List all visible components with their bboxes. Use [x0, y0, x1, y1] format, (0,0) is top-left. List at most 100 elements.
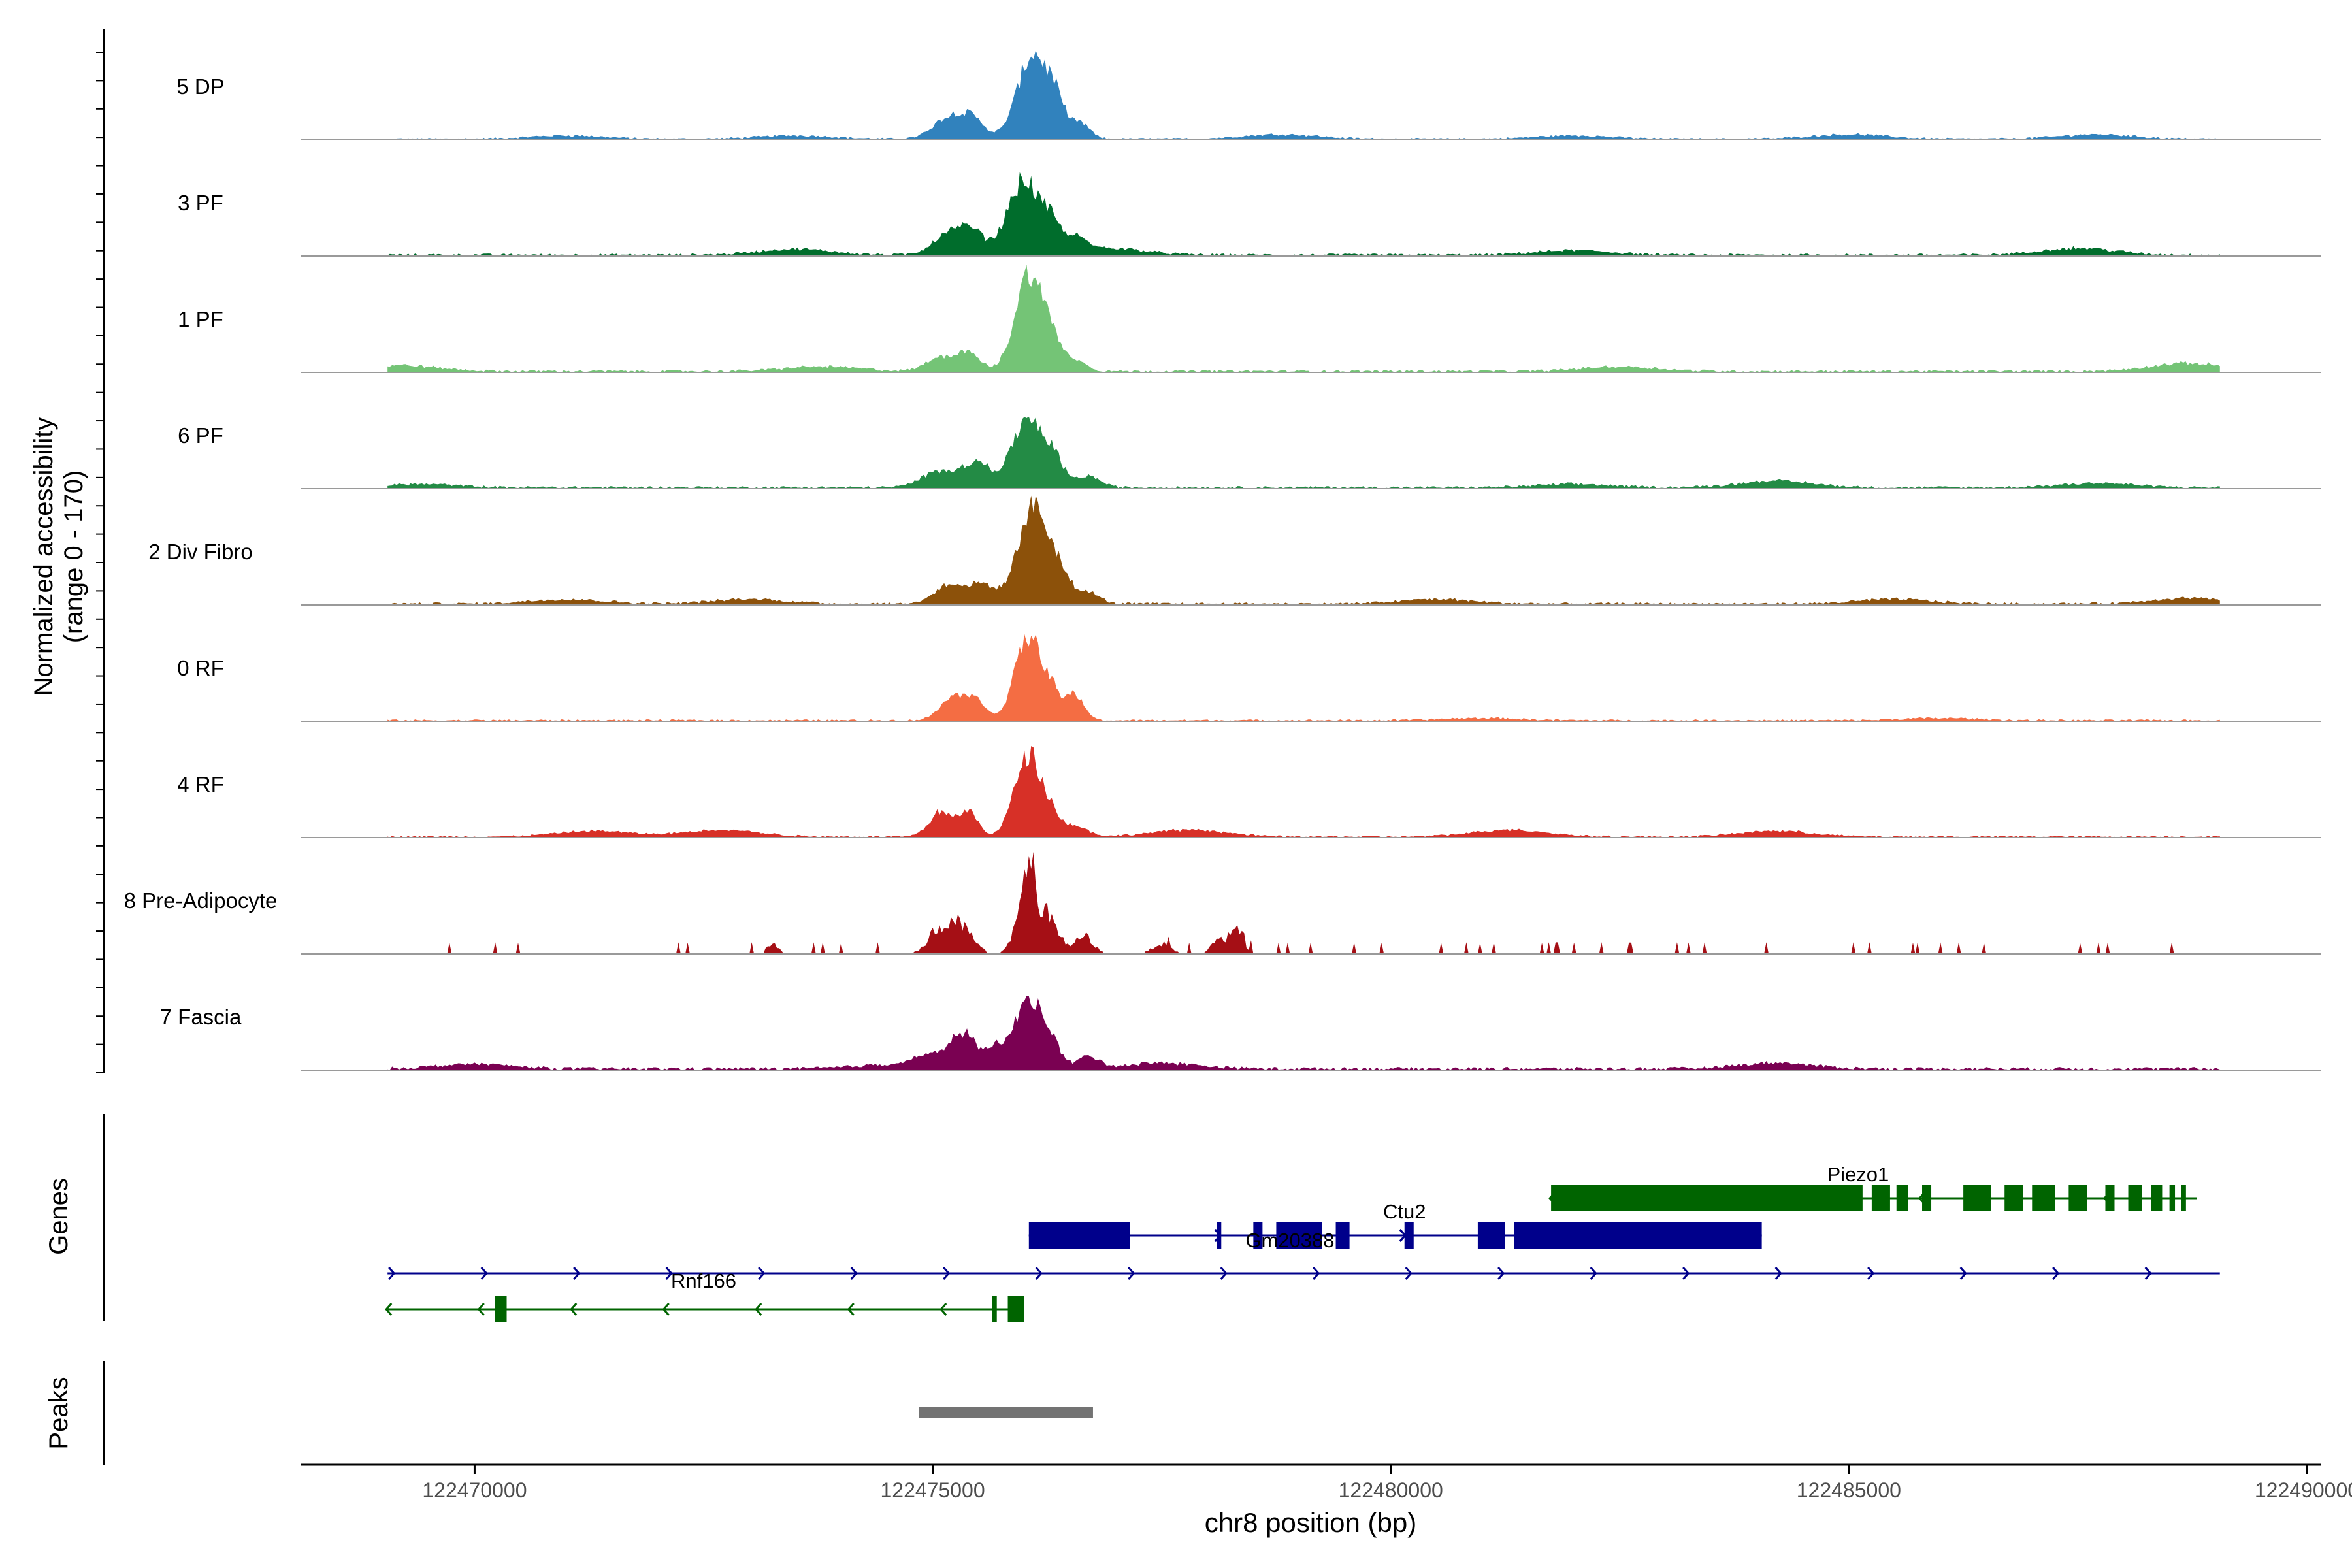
coverage-tracks: 5 DP 3 PF 1 PF 6 PF 2 Div Fibro 0 RF 4 RF 8 Pre…	[124, 50, 2321, 1071]
gene-label: Ctu2	[1383, 1200, 1426, 1223]
x-tick-label: 122475000	[880, 1478, 985, 1502]
strand-arrow	[477, 1303, 485, 1316]
track-1-pf: 1 PF	[178, 264, 2321, 373]
strand-arrow	[1214, 1229, 1222, 1242]
strand-arrow	[850, 1267, 858, 1280]
track-label: 1 PF	[178, 307, 223, 331]
strand-arrow	[570, 1303, 578, 1316]
track-label: 6 PF	[178, 423, 223, 448]
track-label: 5 DP	[176, 74, 224, 99]
strand-arrow	[1959, 1267, 1967, 1280]
coverage-area	[387, 851, 2220, 954]
exon	[2151, 1185, 2163, 1211]
exon	[2128, 1185, 2142, 1211]
strand-arrow	[1128, 1267, 1135, 1280]
strand-arrow	[1492, 1229, 1499, 1242]
track-2-div-fibro: 2 Div Fibro	[148, 495, 2321, 606]
exon	[1551, 1185, 1863, 1211]
x-tick-label: 122490000	[2255, 1478, 2352, 1502]
coverage-area	[387, 746, 2220, 838]
track-label: 2 Div Fibro	[148, 540, 253, 564]
x-tick-label: 122480000	[1339, 1478, 1443, 1502]
peaks-ylabel: Peaks	[44, 1377, 73, 1449]
strand-arrow	[758, 1267, 766, 1280]
coverage-area	[387, 172, 2220, 256]
strand-arrow	[1676, 1229, 1684, 1242]
strand-arrow	[665, 1267, 673, 1280]
strand-arrow	[1682, 1267, 1690, 1280]
strand-arrow	[939, 1303, 947, 1316]
strand-arrow	[755, 1303, 762, 1316]
peaks-track	[919, 1407, 1093, 1418]
x-axis-label: chr8 position (bp)	[1205, 1507, 1417, 1538]
exon	[2004, 1185, 2023, 1211]
exon	[1871, 1185, 1890, 1211]
peak-region	[919, 1407, 1093, 1418]
strand-arrow	[847, 1303, 855, 1316]
strand-arrow	[1313, 1267, 1320, 1280]
exon	[2105, 1185, 2115, 1211]
strand-arrow	[1590, 1267, 1597, 1280]
coverage-area	[387, 495, 2220, 605]
exon	[2032, 1185, 2055, 1211]
axes: 122470000 122475000 122480000 122485000 1224…	[96, 29, 2352, 1502]
strand-arrow	[2144, 1267, 2152, 1280]
track-6-pf: 6 PF	[178, 416, 2321, 489]
strand-arrow	[2052, 1267, 2060, 1280]
strand-arrow	[388, 1267, 396, 1280]
gene-label: Piezo1	[1827, 1163, 1889, 1186]
strand-arrow	[1774, 1267, 1782, 1280]
strand-arrow	[1029, 1229, 1037, 1242]
x-tick-label: 122485000	[1797, 1478, 1901, 1502]
exon	[1007, 1296, 1024, 1322]
track-label: 8 Pre-Adipocyte	[124, 889, 278, 913]
track-label: 4 RF	[177, 772, 224, 796]
strand-arrow	[1399, 1229, 1407, 1242]
track-0-rf: 0 RF	[177, 633, 2321, 722]
gene-unnamed	[385, 1296, 1024, 1322]
exon	[1896, 1185, 1908, 1211]
gene-rnf166: Rnf166	[387, 1267, 2220, 1292]
track-4-rf: 4 RF	[177, 746, 2321, 838]
strand-arrow	[662, 1303, 670, 1316]
strand-arrow	[385, 1303, 393, 1316]
exon	[992, 1296, 997, 1322]
track-8-pre-adipocyte: 8 Pre-Adipocyte	[124, 851, 2321, 955]
genes-ylabel: Genes	[44, 1178, 73, 1255]
strand-arrow	[1867, 1267, 1875, 1280]
strand-arrow	[1122, 1229, 1130, 1242]
strand-arrow	[1307, 1229, 1315, 1242]
strand-arrow	[943, 1267, 951, 1280]
strand-arrow	[1220, 1267, 1228, 1280]
strand-arrow	[1497, 1267, 1505, 1280]
coverage-area	[387, 996, 2220, 1070]
track-5-dp: 5 DP	[176, 50, 2321, 140]
strand-arrow	[1035, 1267, 1043, 1280]
coverage-area	[387, 416, 2220, 489]
strand-arrow	[1584, 1229, 1592, 1242]
exon	[1922, 1185, 1932, 1211]
exon	[2169, 1185, 2176, 1211]
track-label: 7 Fascia	[160, 1005, 242, 1029]
gene-label: Gm20388	[1245, 1229, 1334, 1252]
gene-gm20388: Gm20388	[1028, 1229, 1762, 1252]
coverage-ylabel-line1: Normalized accessibility	[29, 417, 58, 696]
coverage-area	[387, 633, 2220, 721]
coverage-ylabel-line2: (range 0 - 170)	[59, 470, 88, 644]
gene-piezo1: Piezo1	[1548, 1163, 2197, 1211]
exon	[2181, 1185, 2186, 1211]
coverage-area	[387, 264, 2220, 372]
exon	[1963, 1185, 1991, 1211]
gene-annotation-track: Piezo1 Ctu2 Gm20388 Rnf166	[385, 1163, 2220, 1322]
exon	[495, 1296, 507, 1322]
track-label: 0 RF	[177, 656, 224, 680]
strand-arrow	[1405, 1267, 1413, 1280]
track-3-pf: 3 PF	[178, 172, 2321, 257]
gene-label: Rnf166	[671, 1269, 736, 1292]
track-label: 3 PF	[178, 191, 223, 215]
strand-arrow	[480, 1267, 488, 1280]
track-7-fascia: 7 Fascia	[160, 996, 2321, 1071]
coverage-area	[387, 50, 2220, 140]
exon	[2068, 1185, 2087, 1211]
